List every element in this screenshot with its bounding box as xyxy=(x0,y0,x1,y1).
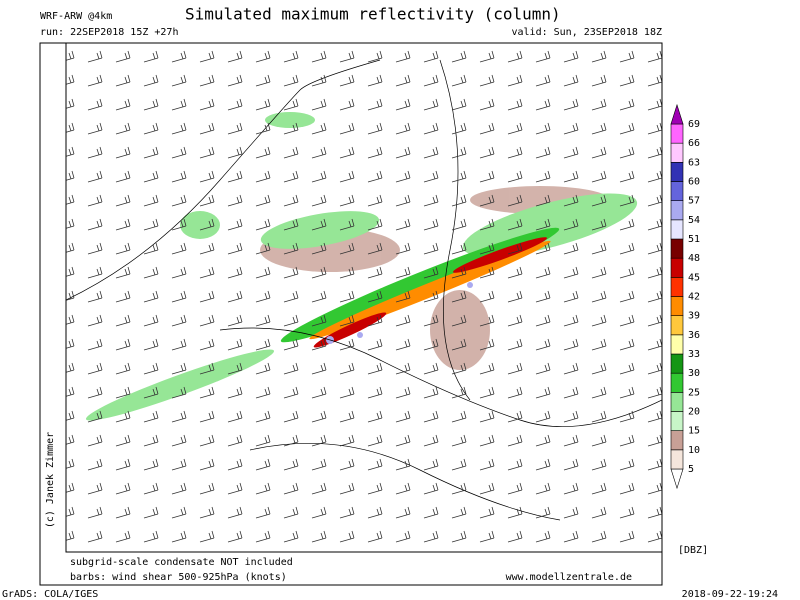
timestamp: 2018-09-22-19:24 xyxy=(682,589,778,600)
model-label: WRF-ARW @4km xyxy=(40,11,112,22)
colorbar-label: 42 xyxy=(688,292,700,303)
colorbar-segment xyxy=(670,334,684,355)
colorbar-label: 5 xyxy=(688,464,694,475)
colorbar-label: 10 xyxy=(688,445,700,456)
software: GrADS: COLA/IGES xyxy=(2,589,98,600)
colorbar-segment xyxy=(670,430,684,451)
colorbar-segment xyxy=(670,449,684,470)
colorbar-label: 57 xyxy=(688,196,700,207)
colorbar-label: 54 xyxy=(688,215,700,226)
colorbar-segment xyxy=(670,315,684,336)
colorbar-end xyxy=(670,103,684,125)
colorbar-segment xyxy=(670,200,684,221)
colorbar-segment xyxy=(670,257,684,278)
note: subgrid-scale condensate NOT included xyxy=(70,557,293,568)
colorbar-label: 30 xyxy=(688,368,700,379)
colorbar-label: 25 xyxy=(688,387,700,398)
colorbar-label: 48 xyxy=(688,253,700,264)
credit: (c) Janek Zimmer xyxy=(45,432,56,528)
colorbar-label: 60 xyxy=(688,177,700,188)
colorbar: 5 10 15 20 25 30 33 36 39 42 45 48 51 54 57 60 63 66 69 xyxy=(670,103,700,490)
colorbar-segment xyxy=(670,238,684,259)
colorbar-label: 39 xyxy=(688,311,700,322)
barbs-label: barbs: wind shear 500-925hPa (knots) xyxy=(70,572,287,583)
colorbar-segment xyxy=(670,353,684,374)
colorbar-segment xyxy=(670,181,684,201)
colorbar-label: 63 xyxy=(688,157,700,168)
colorbar-label: 33 xyxy=(688,349,700,360)
colorbar-segment xyxy=(670,277,684,297)
colorbar-segment xyxy=(670,219,684,240)
colorbar-segment xyxy=(670,411,684,431)
colorbar-segment xyxy=(670,372,684,393)
colorbar-segment xyxy=(670,162,684,182)
website: www.modellzentrale.de xyxy=(506,572,632,583)
colorbar-segment xyxy=(670,296,684,316)
colorbar-label: 15 xyxy=(688,426,700,437)
map-frame xyxy=(65,42,663,553)
colorbar-segment xyxy=(670,392,684,412)
colorbar-label: 45 xyxy=(688,272,700,283)
map-title: Simulated maximum reflectivity (column) xyxy=(185,5,561,24)
colorbar-label: 66 xyxy=(688,138,700,149)
colorbar-end xyxy=(670,468,684,490)
valid-label: valid: Sun, 23SEP2018 18Z xyxy=(511,27,662,38)
colorbar-label: 69 xyxy=(688,119,700,130)
colorbar-segment xyxy=(670,142,684,163)
run-label: run: 22SEP2018 15Z +27h xyxy=(40,27,178,38)
map xyxy=(66,43,662,552)
colorbar-label: 51 xyxy=(688,234,700,245)
colorbar-label: 36 xyxy=(688,330,700,341)
colorbar-segment xyxy=(670,123,684,144)
colorbar-unit: [DBZ] xyxy=(678,545,708,556)
colorbar-label: 20 xyxy=(688,407,700,418)
